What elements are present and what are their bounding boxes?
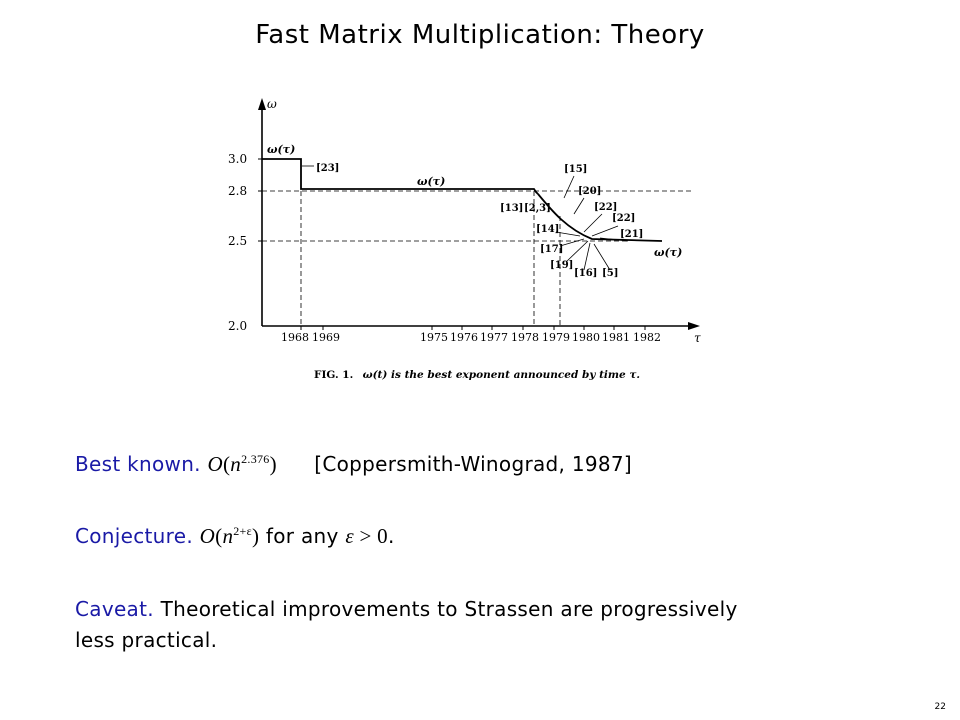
x-tick: 1980	[572, 331, 600, 344]
ref-label: [22]	[594, 202, 617, 213]
x-tick: 1976	[450, 331, 478, 344]
ref-label: [5]	[602, 268, 618, 279]
x-tick: 1978	[511, 331, 539, 344]
page-number: 22	[934, 702, 946, 712]
conjecture-line: Conjecture. O(n2+ε) for any ε > 0.	[75, 524, 395, 548]
ref-label: [22]	[612, 213, 635, 224]
curve-label-omega: ω(τ)	[417, 175, 445, 188]
omega-decline-curve	[537, 193, 663, 242]
x-tick: 1975	[420, 331, 448, 344]
caveat-block: Caveat. Theoretical improvements to Stra…	[75, 594, 738, 656]
conjecture-condition: ε > 0	[345, 524, 388, 548]
best-known-citation: [Coppersmith-Winograd, 1987]	[314, 452, 633, 476]
ref-label: [23]	[316, 163, 339, 174]
ref-label: [14]	[536, 224, 559, 235]
x-axis-symbol: τ	[694, 331, 701, 345]
svg-text:FIG. 1. ω(t) is the best: FIG. 1. ω(t) is the best exponent announ…	[314, 369, 640, 381]
y-tick: 3.0	[228, 152, 247, 166]
y-tick: 2.0	[228, 319, 247, 333]
ref-label: [15]	[564, 164, 587, 175]
best-known-bound: O(n2.376)	[207, 452, 277, 476]
conjecture-label: Conjecture.	[75, 524, 193, 548]
x-tick: 1977	[480, 331, 508, 344]
x-ticks: 1968 1969 1975 1976 1977 1978 1979 1980 …	[281, 331, 661, 344]
caption-text: ω(t) is the best exponent announced by t…	[363, 369, 641, 381]
ref-label: [16]	[574, 268, 597, 279]
caption-prefix: FIG. 1.	[314, 369, 353, 381]
caveat-text-line1: Theoretical improvements to Strassen are…	[160, 597, 738, 621]
x-tick: 1981	[602, 331, 630, 344]
omega-step-curve	[262, 158, 539, 195]
ref-label: [17]	[540, 244, 563, 255]
y-axis-arrow	[258, 98, 266, 110]
y-tick: 2.5	[228, 234, 247, 248]
curve-label-omega: ω(τ)	[654, 246, 682, 259]
ref-label: [2,3]	[524, 203, 551, 214]
ref-label: [19]	[550, 260, 573, 271]
caveat-label: Caveat.	[75, 597, 154, 621]
omega-history-figure: ω τ 3.0 2.8 2.5 2.0 1968 1969 1975 1976 …	[222, 86, 712, 386]
conjecture-bound: O(n2+ε)	[199, 524, 260, 548]
omega-chart: ω τ 3.0 2.8 2.5 2.0 1968 1969 1975 1976 …	[228, 97, 701, 381]
y-axis-symbol: ω	[267, 97, 277, 111]
x-tick: 1968	[281, 331, 309, 344]
x-tick: 1979	[542, 331, 570, 344]
x-tick: 1969	[312, 331, 340, 344]
leader-lines	[302, 165, 629, 271]
caveat-text-line2: less practical.	[75, 628, 218, 652]
slide-title: Fast Matrix Multiplication: Theory	[255, 20, 705, 50]
x-axis-arrow	[688, 322, 700, 330]
curve-label-omega: ω(τ)	[267, 143, 295, 156]
y-tick: 2.8	[228, 184, 247, 198]
ref-label: [21]	[620, 229, 643, 240]
x-tick: 1982	[633, 331, 661, 344]
ref-label: [13]	[500, 203, 523, 214]
best-known-label: Best known.	[75, 452, 201, 476]
reference-labels: [23] [15] [20] [13] [2,3] [22] [22] [14]…	[316, 163, 643, 279]
best-known-line: Best known. O(n2.376) [Coppersmith-Winog…	[75, 452, 632, 477]
ref-label: [20]	[578, 186, 601, 197]
